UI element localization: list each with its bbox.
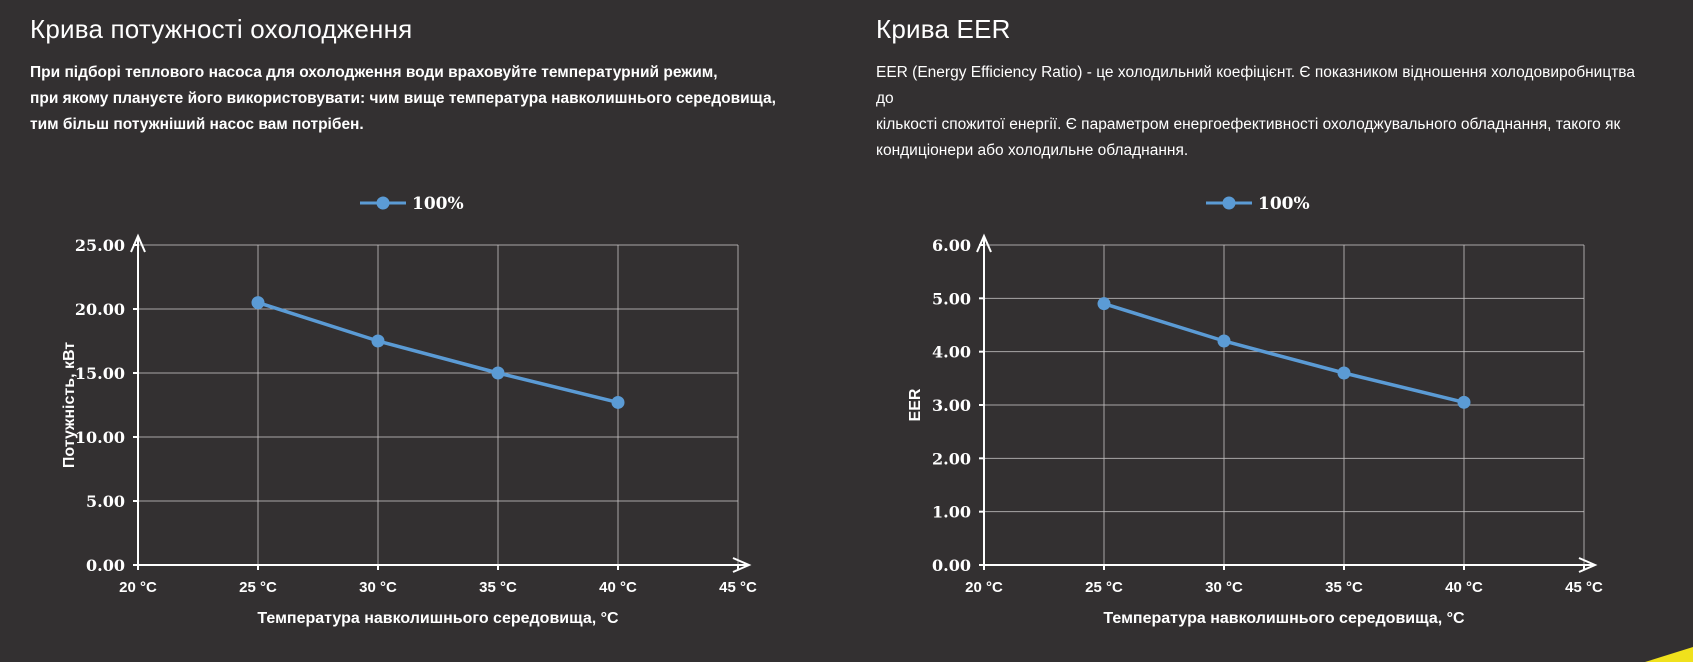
y-tick-label: 15.00 (75, 364, 125, 383)
legend-series-label: 100% (412, 194, 464, 214)
eer-title: Крива EER (876, 14, 1011, 44)
cooling-power-title: Крива потужності охолодження (30, 14, 413, 44)
data-point (611, 395, 625, 409)
x-tick-label: 30 °C (1205, 579, 1243, 596)
data-point (1217, 334, 1231, 348)
x-tick-label: 25 °C (1085, 579, 1123, 596)
data-point (1337, 366, 1351, 380)
y-tick-label: 0.00 (932, 556, 971, 575)
y-tick-label: 1.00 (932, 503, 971, 522)
data-point (1457, 395, 1471, 409)
data-point (251, 296, 265, 310)
x-tick-label: 20 °C (965, 579, 1003, 596)
legend-dot-marker-icon (376, 196, 390, 210)
y-axis-title: EER (907, 388, 924, 421)
legend-dot-marker-icon (1222, 196, 1236, 210)
panel-cooling-power: Крива потужності охолодження При підборі… (0, 0, 846, 662)
y-tick-label: 5.00 (932, 289, 971, 308)
x-tick-label: 30 °C (359, 579, 397, 596)
series-line (256, 300, 620, 405)
y-tick-label: 20.00 (75, 300, 125, 319)
x-tick-label: 40 °C (599, 579, 637, 596)
series-line (1102, 301, 1466, 405)
y-tick-label: 5.00 (86, 492, 125, 511)
x-axis-title: Температура навколишнього середовища, °C (257, 610, 619, 627)
y-tick-label: 6.00 (932, 236, 971, 255)
y-tick-label: 4.00 (932, 343, 971, 362)
y-tick-label: 10.00 (75, 428, 125, 447)
y-axis-arrow-icon (130, 233, 146, 253)
cooling-power-chart: 0.00 5.00 10.00 15.00 20.00 25.00 20 °C 25 °C 30… (55, 186, 835, 650)
y-axis-title: Потужність, кВт (61, 342, 78, 468)
eer-chart: 0.00 1.00 2.00 3.00 4.00 5.00 6.00 20 °C 25 °C 30… (901, 186, 1681, 650)
y-tick-label: 25.00 (75, 236, 125, 255)
chart-canvas: 0.00 1.00 2.00 3.00 4.00 5.00 6.00 20 °C 25 °C 30… (907, 194, 1603, 627)
legend: 100% (1206, 194, 1310, 214)
y-axis-arrow-icon (976, 233, 992, 253)
chart-canvas: 0.00 5.00 10.00 15.00 20.00 25.00 20 °C 25 °C 30… (61, 194, 757, 627)
x-tick-label: 45 °C (1565, 579, 1603, 596)
x-axis-arrow-icon (1578, 557, 1598, 573)
x-axis-title: Температура навколишнього середовища, °C (1103, 610, 1465, 627)
cooling-power-description: При підборі теплового насоса для охолодж… (30, 64, 776, 133)
eer-description: EER (Energy Efficiency Ratio) - це холод… (876, 64, 1635, 159)
legend-series-label: 100% (1258, 194, 1310, 214)
x-tick-label: 25 °C (239, 579, 277, 596)
data-point (371, 334, 385, 348)
x-tick-label: 35 °C (479, 579, 517, 596)
y-tick-label: 0.00 (86, 556, 125, 575)
y-tick-label: 2.00 (932, 449, 971, 468)
data-point (491, 366, 505, 380)
x-axis-arrow-icon (732, 557, 752, 573)
legend: 100% (360, 194, 464, 214)
x-tick-label: 35 °C (1325, 579, 1363, 596)
panel-eer: Крива EER EER (Energy Efficiency Ratio) … (846, 0, 1692, 662)
x-tick-label: 20 °C (119, 579, 157, 596)
x-tick-label: 40 °C (1445, 579, 1483, 596)
y-tick-label: 3.00 (932, 396, 971, 415)
x-tick-label: 45 °C (719, 579, 757, 596)
data-point (1097, 297, 1111, 311)
